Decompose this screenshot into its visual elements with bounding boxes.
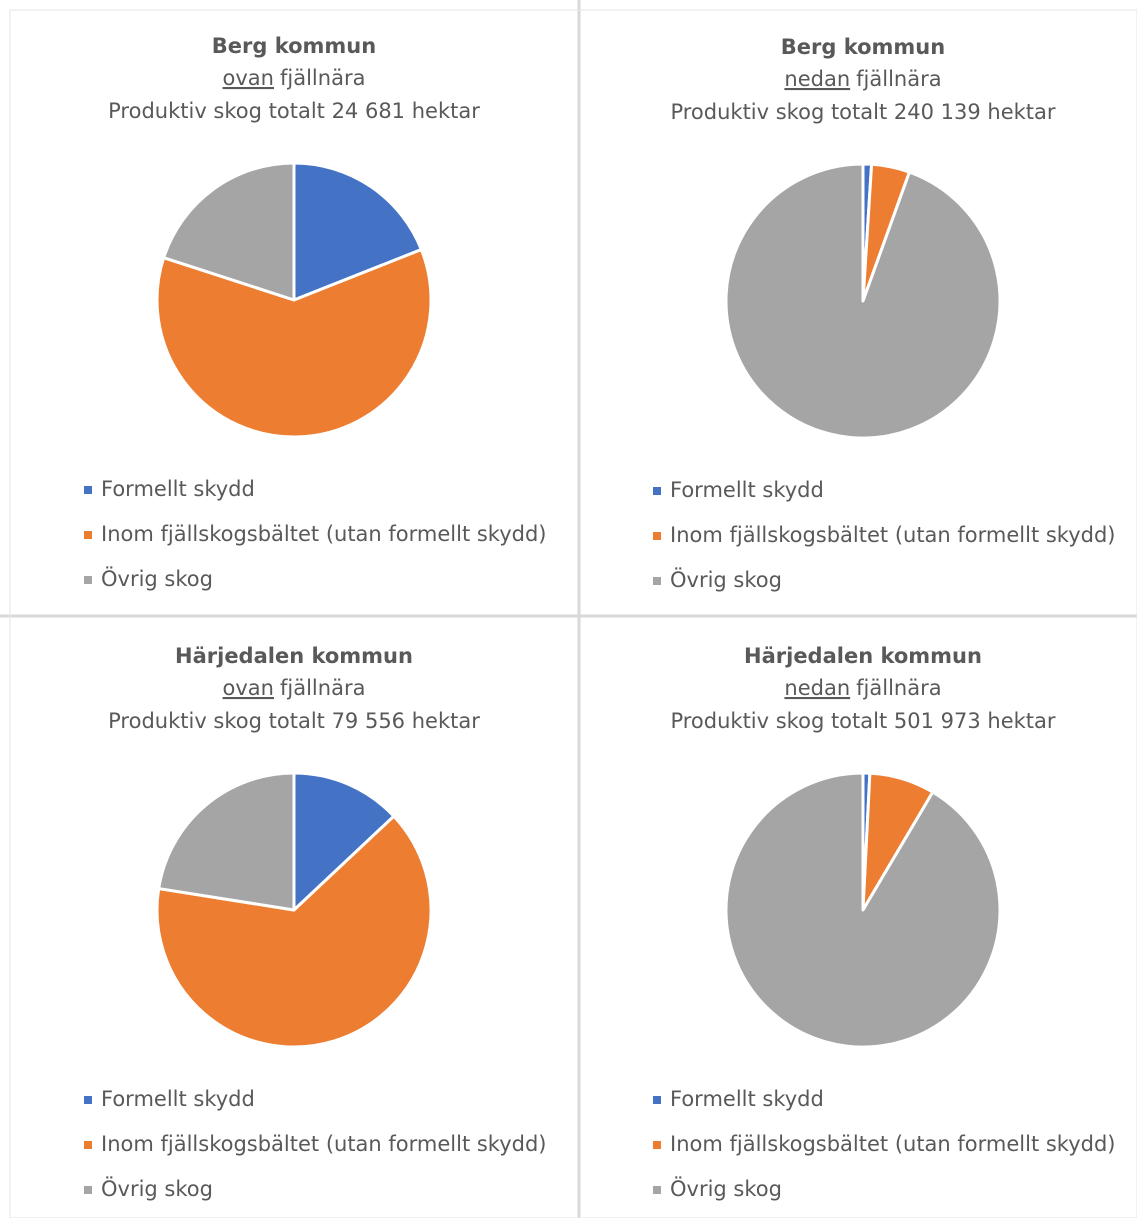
chart-subtitle: Produktiv skog totalt 240 139 hektar [670, 100, 1055, 124]
pie-slice [724, 162, 1002, 440]
legend-swatch [84, 486, 92, 494]
subtitle-text: fjällnära [856, 676, 941, 700]
chart-subtitle: Produktiv skog totalt 501 973 hektar [670, 709, 1055, 733]
legend-swatch [84, 1186, 92, 1194]
legend-label: Övrig skog [101, 1176, 213, 1201]
chart-subtitle: nedan fjällnära [784, 676, 941, 700]
subtitle-underlined: ovan [223, 676, 274, 700]
legend-swatch [84, 1141, 92, 1149]
subtitle-text: fjällnära [280, 66, 365, 90]
legend-label: Övrig skog [101, 566, 213, 591]
pie-slice [155, 814, 433, 1049]
chart-subtitle: Produktiv skog totalt 79 556 hektar [108, 709, 480, 733]
chart-subtitle: ovan fjällnära [223, 66, 366, 90]
chart-subtitle: Produktiv skog totalt 24 681 hektar [108, 99, 480, 123]
pie-slice [724, 771, 1002, 1049]
legend-swatch [653, 577, 661, 585]
legend-swatch [84, 576, 92, 584]
legend-swatch [653, 1141, 661, 1149]
subtitle-text: fjällnära [280, 676, 365, 700]
legend-label: Övrig skog [670, 567, 782, 592]
chart-title: Berg kommun [781, 35, 945, 59]
chart-title: Härjedalen kommun [744, 644, 982, 668]
pie-slice [155, 248, 433, 439]
legend-label: Inom fjällskogsbältet (utan formellt sky… [670, 1132, 1116, 1156]
subtitle-text: fjällnära [856, 67, 941, 91]
legend-label: Inom fjällskogsbältet (utan formellt sky… [670, 523, 1116, 547]
subtitle-underlined: nedan [784, 67, 850, 91]
legend-swatch [653, 487, 661, 495]
legend-label: Formellt skydd [101, 1087, 255, 1111]
legend-label: Inom fjällskogsbältet (utan formellt sky… [101, 522, 547, 546]
pie-slice [292, 161, 423, 302]
chart-subtitle: nedan fjällnära [784, 67, 941, 91]
legend-label: Formellt skydd [670, 1087, 824, 1111]
legend-swatch [653, 1096, 661, 1104]
legend-swatch [84, 1096, 92, 1104]
chart-title: Berg kommun [212, 34, 376, 58]
subtitle-underlined: nedan [784, 676, 850, 700]
legend-label: Formellt skydd [101, 477, 255, 501]
subtitle-underlined: ovan [223, 66, 274, 90]
legend-label: Formellt skydd [670, 478, 824, 502]
legend-label: Övrig skog [670, 1176, 782, 1201]
pie-slice [162, 161, 296, 302]
legend-swatch [84, 531, 92, 539]
legend-swatch [653, 532, 661, 540]
legend-swatch [653, 1186, 661, 1194]
chart-title: Härjedalen kommun [175, 644, 413, 668]
frame [9, 9, 1137, 1218]
chart-subtitle: ovan fjällnära [223, 676, 366, 700]
pie-slice [157, 771, 296, 912]
legend-label: Inom fjällskogsbältet (utan formellt sky… [101, 1132, 547, 1156]
pie-slice [292, 771, 396, 912]
